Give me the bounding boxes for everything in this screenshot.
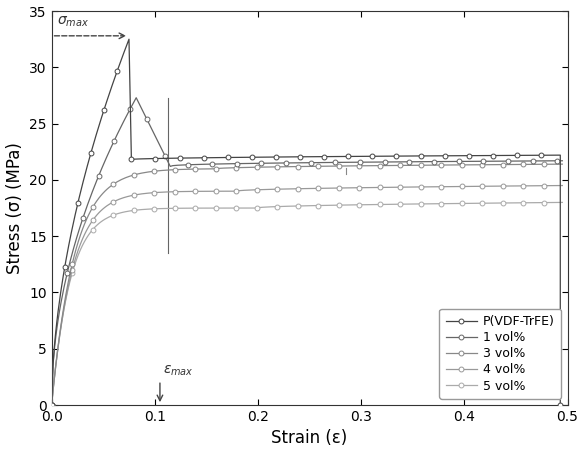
4 vol% [559,183,566,188]
P(VDF-TrFE) [412,153,419,159]
1 vol% [48,402,55,408]
5 vol% [559,200,566,205]
P(VDF-TrFE) [557,402,564,408]
3 vol% [343,163,350,169]
3 vol% [132,172,139,177]
5 vol% [253,205,260,211]
Line: 1 vol%: 1 vol% [49,95,565,407]
Line: 5 vol%: 5 vol% [49,200,565,407]
1 vol% [145,120,152,126]
P(VDF-TrFE) [316,154,323,159]
P(VDF-TrFE) [84,164,91,170]
1 vol% [119,122,126,127]
4 vol% [259,187,266,192]
1 vol% [420,159,427,164]
4 vol% [343,185,350,191]
4 vol% [132,192,139,198]
5 vol% [48,402,55,408]
5 vol% [343,202,350,208]
5 vol% [538,200,545,205]
1 vol% [497,159,504,164]
3 vol% [253,164,260,170]
Text: $\sigma_{max}$: $\sigma_{max}$ [57,14,89,29]
3 vol% [259,164,266,170]
Line: P(VDF-TrFE): P(VDF-TrFE) [49,37,563,407]
4 vol% [401,184,408,190]
1 vol% [559,158,566,164]
P(VDF-TrFE) [126,37,133,42]
1 vol% [322,160,329,165]
Legend: P(VDF-TrFE), 1 vol%, 3 vol%, 4 vol%, 5 vol%: P(VDF-TrFE), 1 vol%, 3 vol%, 4 vol%, 5 v… [439,309,561,399]
1 vol% [133,95,140,101]
Line: 3 vol%: 3 vol% [49,162,565,407]
3 vol% [559,161,566,167]
X-axis label: Strain (ε): Strain (ε) [272,429,347,448]
P(VDF-TrFE) [557,152,564,158]
3 vol% [538,162,545,167]
Text: $\varepsilon_{max}$: $\varepsilon_{max}$ [163,364,194,378]
4 vol% [253,187,260,193]
4 vol% [48,402,55,408]
3 vol% [401,163,408,168]
1 vol% [386,159,393,164]
5 vol% [259,204,266,210]
P(VDF-TrFE) [48,402,55,408]
5 vol% [132,207,139,213]
5 vol% [401,202,408,207]
P(VDF-TrFE) [451,153,458,159]
3 vol% [48,402,55,408]
Y-axis label: Stress (σ) (MPa): Stress (σ) (MPa) [6,142,23,274]
P(VDF-TrFE) [205,155,212,160]
4 vol% [538,183,545,188]
Line: 4 vol%: 4 vol% [49,183,565,407]
